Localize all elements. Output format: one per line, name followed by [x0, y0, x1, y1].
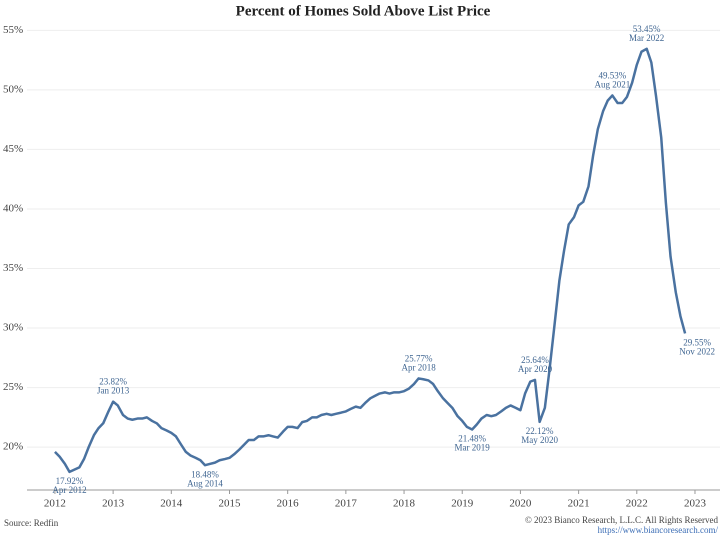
y-tick-label: 20% [3, 441, 23, 453]
annotation-date: May 2020 [521, 435, 558, 445]
x-tick-label: 2013 [102, 498, 125, 510]
annotation-date: Apr 2012 [52, 485, 86, 495]
annotation-date: Apr 2020 [518, 364, 553, 374]
annotation-date: Aug 2021 [594, 80, 630, 90]
annotation-value: 29.55% [683, 337, 711, 347]
annotation-date: Mar 2019 [455, 443, 491, 453]
x-tick-label: 2012 [44, 498, 66, 510]
annotation-value: 17.92% [56, 476, 84, 486]
y-tick-label: 30% [3, 322, 23, 334]
y-tick-label: 35% [3, 262, 23, 274]
annotation-value: 22.12% [526, 426, 554, 436]
x-tick-label: 2016 [277, 498, 300, 510]
x-tick-label: 2023 [684, 498, 707, 510]
copyright: © 2023 Bianco Research, L.L.C. All Right… [525, 515, 719, 525]
y-tick-label: 50% [3, 83, 23, 95]
x-tick-label: 2019 [451, 498, 474, 510]
y-tick-label: 45% [3, 143, 23, 155]
x-tick-label: 2017 [335, 498, 358, 510]
annotation-date: Mar 2022 [629, 33, 664, 43]
annotation-date: Aug 2014 [187, 478, 223, 488]
annotation-date: Nov 2022 [679, 346, 715, 356]
x-tick-label: 2018 [393, 498, 416, 510]
x-tick-label: 2020 [509, 498, 532, 510]
annotation-value: 25.64% [521, 355, 549, 365]
annotation-value: 23.82% [99, 377, 127, 387]
url: https://www.biancoresearch.com/ [598, 525, 719, 535]
y-tick-label: 40% [3, 202, 23, 214]
annotation-date: Apr 2018 [401, 362, 436, 372]
source: Source: Redfin [4, 518, 59, 528]
annotation-value: 53.45% [633, 24, 661, 34]
x-tick-label: 2022 [626, 498, 648, 510]
x-tick-label: 2021 [568, 498, 590, 510]
annotation-value: 49.53% [598, 71, 626, 81]
y-tick-label: 25% [3, 381, 23, 393]
annotation-date: Jan 2013 [97, 386, 130, 396]
line [54, 47, 687, 474]
x-tick-label: 2014 [160, 498, 183, 510]
annotation-value: 25.77% [405, 353, 433, 363]
y-tick-label: 55% [3, 24, 23, 36]
annotation-value: 18.48% [191, 469, 219, 479]
chart-title: Percent of Homes Sold Above List Price [236, 3, 491, 19]
annotation-value: 21.48% [458, 434, 486, 444]
x-tick-label: 2015 [218, 498, 241, 510]
